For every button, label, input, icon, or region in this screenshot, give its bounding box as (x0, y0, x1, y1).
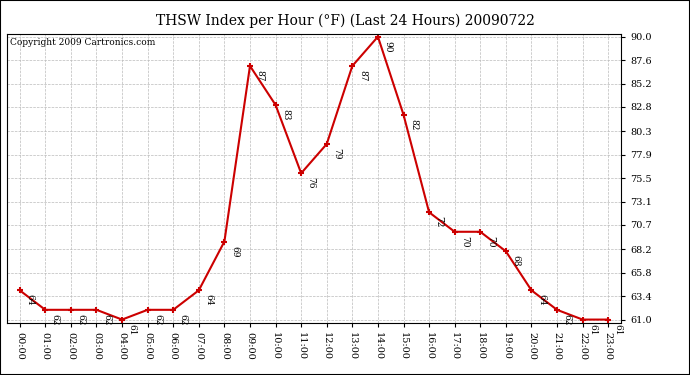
Text: 61: 61 (614, 324, 623, 335)
Text: 82: 82 (409, 119, 418, 130)
Text: 69: 69 (230, 246, 239, 257)
Text: 64: 64 (537, 294, 546, 306)
Text: 68: 68 (511, 255, 520, 267)
Text: 87: 87 (255, 70, 264, 82)
Text: 61: 61 (128, 324, 137, 335)
Text: 62: 62 (562, 314, 571, 326)
Text: THSW Index per Hour (°F) (Last 24 Hours) 20090722: THSW Index per Hour (°F) (Last 24 Hours)… (155, 13, 535, 27)
Text: 83: 83 (281, 109, 290, 120)
Text: 64: 64 (204, 294, 213, 306)
Text: 76: 76 (307, 177, 316, 189)
Text: 87: 87 (358, 70, 367, 82)
Text: 79: 79 (333, 148, 342, 160)
Text: 70: 70 (460, 236, 469, 248)
Text: 62: 62 (102, 314, 111, 326)
Text: 90: 90 (384, 41, 393, 53)
Text: 62: 62 (51, 314, 60, 326)
Text: Copyright 2009 Cartronics.com: Copyright 2009 Cartronics.com (10, 38, 155, 47)
Text: 62: 62 (77, 314, 86, 326)
Text: 61: 61 (588, 324, 597, 335)
Text: 70: 70 (486, 236, 495, 248)
Text: 62: 62 (179, 314, 188, 326)
Text: 72: 72 (435, 216, 444, 228)
Text: 64: 64 (26, 294, 34, 306)
Text: 62: 62 (153, 314, 162, 326)
